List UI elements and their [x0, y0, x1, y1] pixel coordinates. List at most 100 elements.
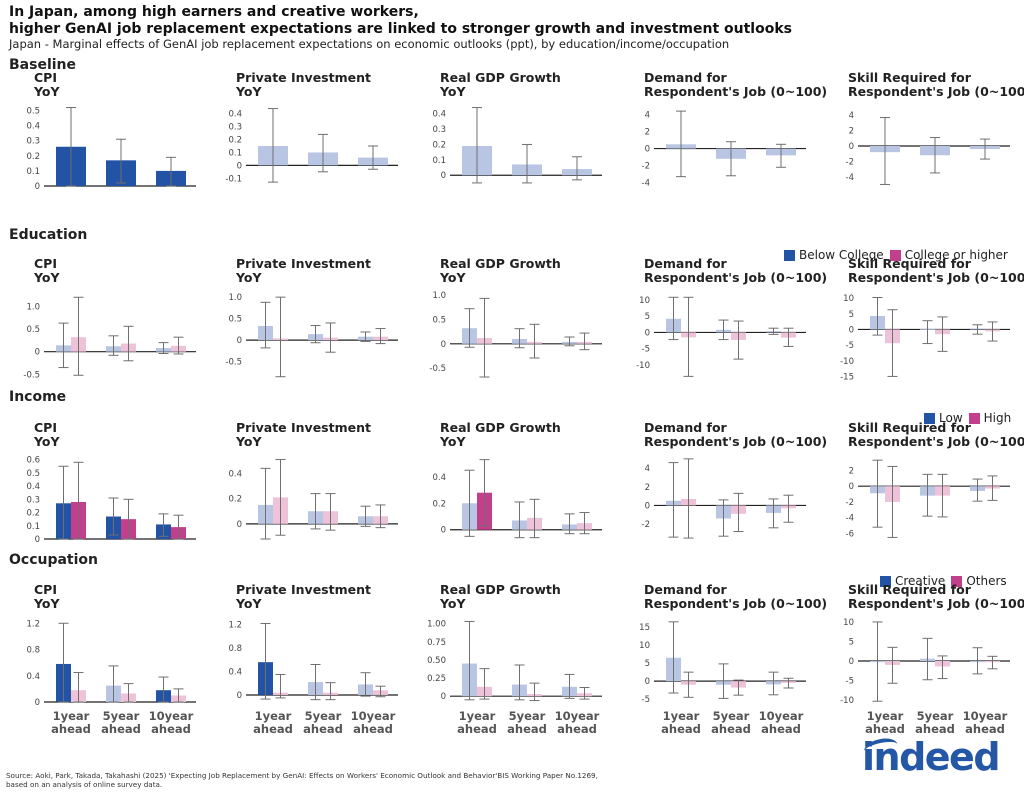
y-tick-label: 0: [441, 340, 446, 350]
panel-title: Respondent's Job (0~100): [848, 84, 1024, 99]
y-tick-label: -0.5: [429, 364, 446, 374]
y-tick-label: 0.2: [228, 136, 242, 146]
y-tick-label: 5: [645, 312, 650, 322]
legend-label: College or higher: [904, 248, 1008, 262]
y-tick-label: -2: [846, 157, 854, 167]
y-tick-label: 0: [849, 657, 854, 667]
panel-title: Skill Required for: [848, 70, 972, 85]
y-tick-label: -2: [642, 162, 650, 172]
x-tick-label: 1year: [53, 709, 90, 723]
panel-title: Respondent's Job (0~100): [644, 84, 827, 99]
y-tick-label: 15: [639, 623, 650, 633]
x-tick-label: 5year: [917, 709, 954, 723]
x-tick-label: ahead: [507, 722, 547, 736]
y-tick-label: 2: [849, 466, 854, 476]
y-tick-label: 0.1: [432, 156, 446, 166]
legend-swatch-blue: [880, 575, 891, 587]
y-tick-label: 0.3: [228, 123, 242, 133]
indeed-logo: indeed: [862, 735, 1001, 779]
legend-item-below-college: Below College: [784, 248, 884, 262]
y-tick-label: 4: [849, 111, 854, 121]
legend-label: Below College: [799, 248, 884, 262]
y-tick-label: 0: [849, 482, 854, 492]
panel-title: Private Investment: [236, 420, 371, 435]
legend-swatch-pink: [968, 412, 980, 424]
y-tick-label: 0: [441, 171, 446, 181]
section-label-income: Income: [9, 389, 67, 405]
panel-title: YoY: [33, 434, 60, 449]
x-tick-label: ahead: [101, 722, 141, 736]
y-tick-label: -0.5: [225, 358, 242, 368]
y-tick-label: 1.2: [228, 621, 242, 631]
y-tick-label: 1.0: [228, 293, 242, 303]
x-tick-label: ahead: [303, 722, 343, 736]
y-tick-label: 0.25: [427, 674, 446, 684]
x-tick-label: 10year: [351, 709, 396, 723]
x-tick-label: ahead: [353, 722, 393, 736]
y-tick-label: 0.3: [26, 495, 40, 505]
y-tick-label: 5: [849, 310, 854, 320]
y-tick-label: 0: [441, 692, 446, 702]
panel-title: Real GDP Growth: [440, 582, 561, 597]
legend-label: Creative: [895, 574, 946, 588]
y-tick-label: 0: [35, 348, 40, 358]
y-tick-label: 10: [843, 618, 854, 628]
x-tick-label: ahead: [151, 722, 191, 736]
panel-title: Respondent's Job (0~100): [644, 434, 827, 449]
y-tick-label: 0.8: [228, 644, 242, 654]
panel-title: YoY: [439, 434, 466, 449]
y-tick-label: 0.1: [228, 148, 242, 158]
y-tick-label: 0.5: [26, 107, 40, 117]
y-tick-label: 0: [35, 698, 40, 708]
y-tick-label: -10: [636, 361, 650, 371]
y-tick-label: 0.75: [427, 638, 446, 648]
section-label-education: Education: [9, 227, 88, 243]
panel-title: Private Investment: [236, 582, 371, 597]
panel-title: Private Investment: [236, 256, 371, 271]
panel-title: Respondent's Job (0~100): [848, 270, 1024, 285]
y-tick-label: 0.4: [26, 482, 40, 492]
logo-text: indeed: [862, 735, 1001, 779]
panel-title: YoY: [235, 596, 262, 611]
y-tick-label: -0.5: [23, 370, 40, 380]
y-tick-label: 2: [645, 483, 650, 493]
y-tick-label: 5: [849, 637, 854, 647]
y-tick-label: 0.2: [26, 152, 40, 162]
legend-education: Below College College or higher: [778, 248, 1008, 262]
chart-title: In Japan, among high earners and creativ…: [9, 4, 792, 37]
y-tick-label: 0.4: [432, 110, 446, 120]
y-tick-label: 0.4: [26, 672, 40, 682]
x-tick-label: 1year: [867, 709, 904, 723]
y-tick-label: 0.5: [26, 325, 40, 335]
x-tick-label: 5year: [509, 709, 546, 723]
x-tick-label: 10year: [149, 709, 194, 723]
legend-swatch-blue: [924, 412, 935, 424]
y-tick-label: 0: [35, 182, 40, 192]
panel-title: YoY: [235, 84, 262, 99]
x-tick-label: ahead: [965, 722, 1005, 736]
y-tick-label: 0: [645, 145, 650, 155]
chart-subtitle: Japan - Marginal effects of GenAI job re…: [9, 37, 730, 51]
y-tick-label: -15: [840, 372, 854, 382]
y-tick-label: 0: [645, 677, 650, 687]
panel-title: CPI: [34, 70, 57, 85]
y-tick-label: 0.8: [26, 646, 40, 656]
y-tick-label: 2: [849, 127, 854, 137]
panel-title: Demand for: [644, 420, 728, 435]
y-tick-label: 0.50: [427, 656, 446, 666]
legend-label: Low: [939, 411, 963, 425]
panel-title: Real GDP Growth: [440, 420, 561, 435]
x-tick-label: 5year: [305, 709, 342, 723]
panel-title: Skill Required for: [848, 582, 972, 597]
